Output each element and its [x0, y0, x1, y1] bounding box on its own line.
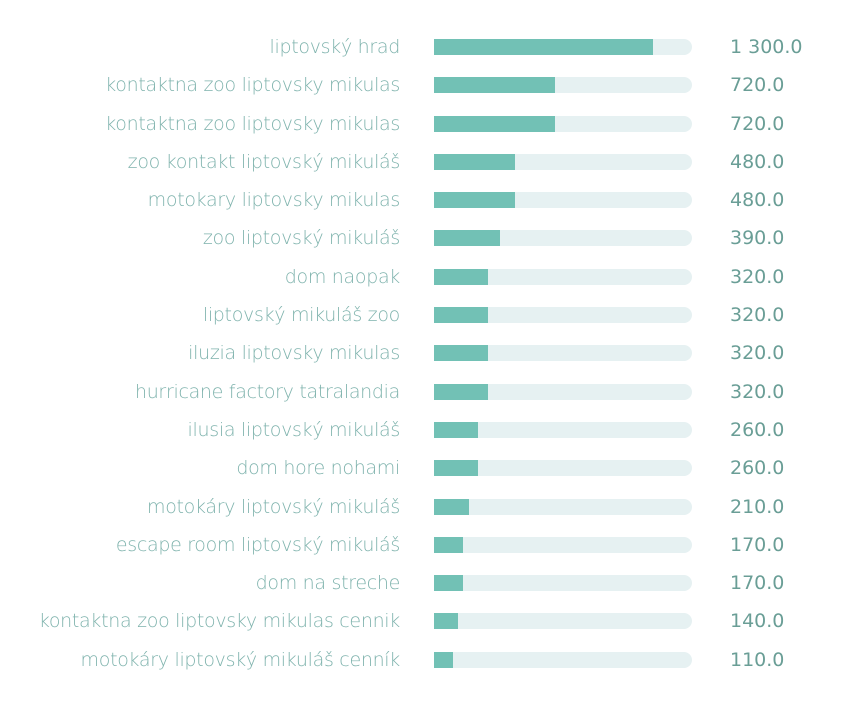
bar-fill: [434, 345, 488, 362]
bar-fill: [434, 115, 556, 132]
bar-fill: [434, 192, 515, 209]
bar-row: dom naopak 320.0: [0, 258, 842, 296]
category-label: liptovský mikuláš zoo: [202, 304, 400, 327]
bar-track: [434, 575, 692, 592]
bar-track: [434, 39, 692, 55]
value-label: 320.0: [730, 304, 785, 327]
category-label: zoo liptovský mikuláš: [202, 227, 400, 250]
bar-fill: [434, 153, 515, 170]
bar-track: [434, 77, 692, 94]
category-label: escape room liptovský mikuláš: [115, 533, 400, 556]
bar-track: [434, 307, 692, 324]
bar-row: liptovský hrad 1 300.0: [0, 28, 842, 66]
bar-row: motokáry liptovský mikuláš cenník 110.0: [0, 641, 842, 679]
bar-fill: [434, 421, 478, 438]
category-label: dom na streche: [255, 572, 401, 595]
value-label: 210.0: [730, 495, 785, 518]
bar-track: [434, 268, 692, 285]
category-label: iluzia liptovsky mikulas: [188, 342, 400, 365]
bar-track: [434, 613, 692, 630]
bar-track: [434, 230, 692, 247]
bar-fill: [434, 307, 488, 324]
bar-fill: [434, 498, 470, 515]
bar-track: [434, 192, 692, 209]
bar-row: kontaktna zoo liptovsky mikulas 720.0: [0, 105, 842, 143]
value-label: 170.0: [730, 572, 785, 595]
category-label: kontaktna zoo liptovsky mikulas cennik: [38, 610, 400, 633]
bar-row: kontaktna zoo liptovsky mikulas cennik 14…: [0, 602, 842, 640]
bar-row: hurricane factory tatralandia 320.0: [0, 373, 842, 411]
bar-fill: [434, 383, 488, 400]
value-label: 720.0: [730, 112, 785, 135]
bar-fill: [434, 268, 488, 285]
bar-row: dom na streche 170.0: [0, 564, 842, 602]
bar-row: liptovský mikuláš zoo 320.0: [0, 296, 842, 334]
category-label: dom naopak: [284, 265, 401, 288]
value-label: 170.0: [730, 533, 785, 556]
bar-row: motokáry liptovský mikuláš 210.0: [0, 488, 842, 526]
bar-fill: [434, 39, 654, 55]
value-label: 260.0: [730, 418, 785, 441]
value-label: 1 300.0: [730, 36, 803, 58]
bar-row: escape room liptovský mikuláš 170.0: [0, 526, 842, 564]
bar-fill: [434, 230, 500, 247]
category-label: motokary liptovsky mikulas: [147, 189, 401, 212]
category-label: liptovský hrad: [269, 36, 401, 58]
bar-row: zoo kontakt liptovský mikuláš 480.0: [0, 143, 842, 181]
bar-track: [434, 651, 692, 668]
category-label: hurricane factory tatralandia: [134, 380, 400, 403]
value-label: 140.0: [730, 610, 785, 633]
bar-fill: [434, 460, 478, 477]
value-label: 320.0: [730, 380, 785, 403]
bar-track: [434, 536, 692, 553]
bar-row: motokary liptovsky mikulas 480.0: [0, 181, 842, 219]
bar-row: kontaktna zoo liptovsky mikulas 720.0: [0, 66, 842, 104]
value-label: 260.0: [730, 457, 785, 480]
category-label: ilusia liptovský mikuláš: [187, 418, 401, 441]
category-label: kontaktna zoo liptovsky mikulas: [105, 74, 400, 97]
value-label: 480.0: [730, 150, 785, 173]
bar-track: [434, 153, 692, 170]
bar-track: [434, 498, 692, 515]
value-label: 390.0: [730, 227, 785, 250]
bar-row: iluzia liptovsky mikulas 320.0: [0, 334, 842, 372]
bar-track: [434, 460, 692, 477]
category-label: zoo kontakt liptovský mikuláš: [127, 150, 401, 173]
bar-track: [434, 421, 692, 438]
category-label: motokáry liptovský mikuláš cenník: [80, 648, 401, 671]
bar-track: [434, 345, 692, 362]
bar-fill: [434, 77, 556, 94]
value-label: 320.0: [730, 265, 785, 288]
bar-row: ilusia liptovský mikuláš 260.0: [0, 411, 842, 449]
value-label: 110.0: [730, 648, 785, 671]
bar-fill: [434, 613, 458, 630]
value-label: 320.0: [730, 342, 785, 365]
bar-fill: [434, 575, 463, 592]
horizontal-bar-chart: liptovský hrad 1 300.0 kontaktna zoo lipto…: [0, 28, 842, 679]
category-label: motokáry liptovský mikuláš: [146, 495, 400, 518]
value-label: 720.0: [730, 74, 785, 97]
bar-row: zoo liptovský mikuláš 390.0: [0, 219, 842, 257]
bar-fill: [434, 536, 463, 553]
bar-track: [434, 383, 692, 400]
bar-track: [434, 115, 692, 132]
value-label: 480.0: [730, 189, 785, 212]
category-label: dom hore nohami: [236, 457, 400, 480]
bar-row: dom hore nohami 260.0: [0, 449, 842, 487]
category-label: kontaktna zoo liptovsky mikulas: [105, 112, 400, 135]
bar-fill: [434, 651, 453, 668]
